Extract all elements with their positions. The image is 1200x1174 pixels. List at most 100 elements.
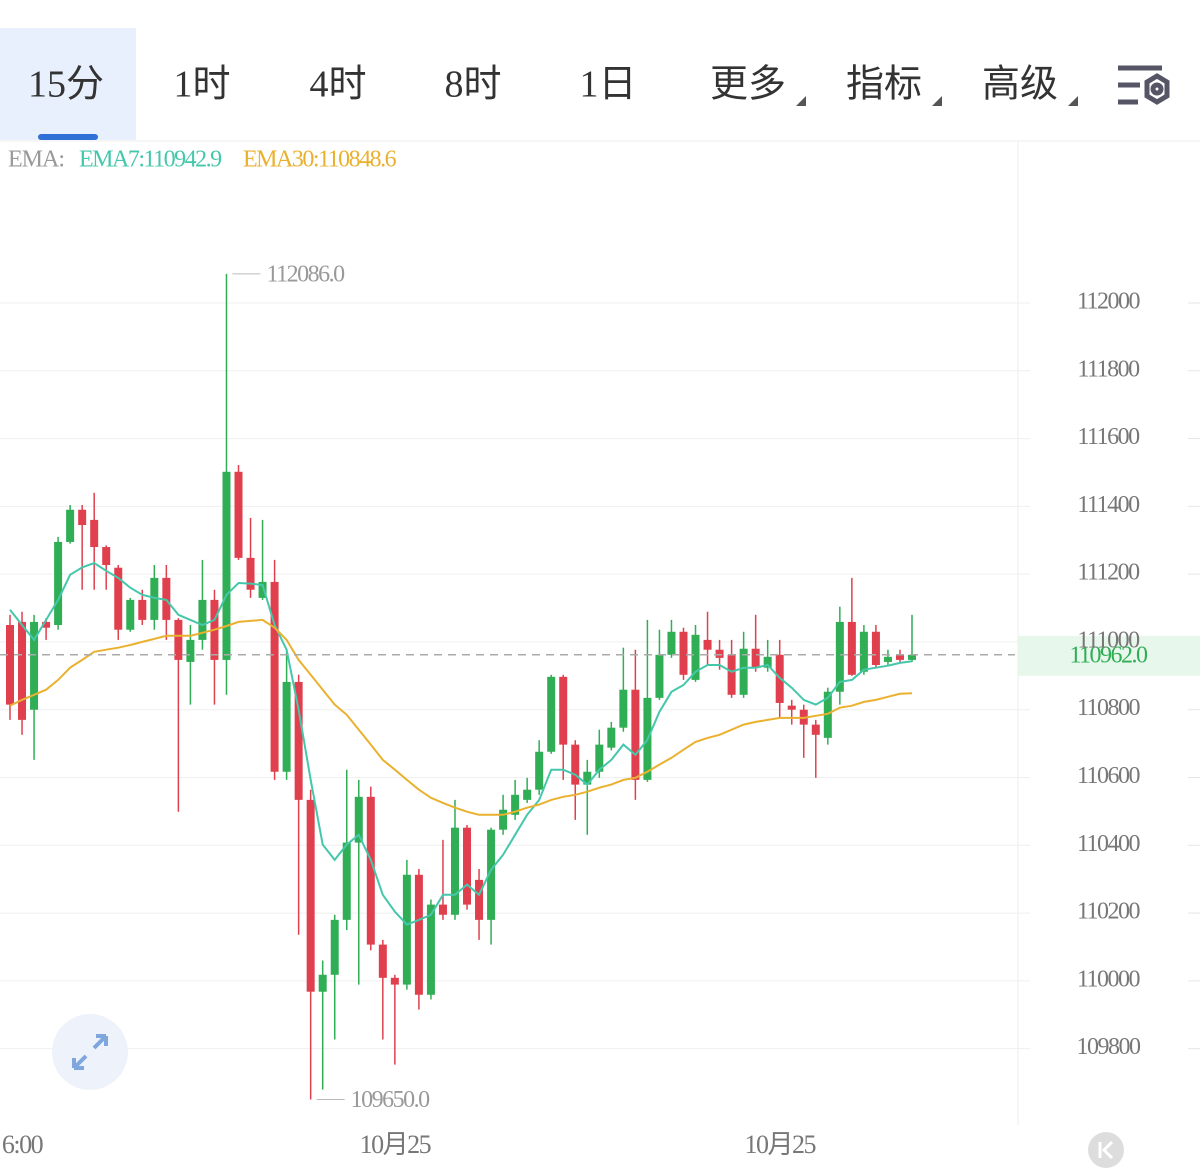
- candle-body: [595, 744, 604, 772]
- candle-body: [306, 799, 315, 992]
- y-tick-label: 112000: [1077, 288, 1141, 314]
- candle-body: [402, 874, 411, 985]
- candle-body: [883, 656, 892, 662]
- y-tick-label: 111800: [1077, 356, 1140, 382]
- candle-body: [847, 621, 856, 675]
- tab[interactable]: 15分: [28, 64, 104, 106]
- x-tick-label: 10月25: [360, 1130, 431, 1159]
- tab-indicator: [38, 134, 98, 140]
- candle-body: [30, 621, 39, 710]
- candle-body: [871, 631, 880, 665]
- candle-body: [270, 581, 279, 772]
- candle-body: [691, 634, 700, 680]
- candle-body: [787, 705, 796, 710]
- y-tick-label: 109800: [1077, 1034, 1142, 1060]
- candle-body: [294, 681, 303, 800]
- y-tick-label: 111000: [1077, 627, 1140, 653]
- tab[interactable]: 高级: [982, 64, 1058, 106]
- candle-body: [198, 599, 207, 640]
- candle-body: [78, 509, 87, 525]
- candle-body: [583, 771, 592, 785]
- candle-body: [186, 639, 195, 662]
- candle-body: [751, 648, 760, 668]
- candle-body: [66, 509, 75, 542]
- candle-body: [703, 639, 712, 650]
- candle-body: [426, 904, 435, 995]
- ema-line: [9, 618, 913, 816]
- candle-body: [487, 829, 496, 920]
- settings-icon[interactable]: [1118, 65, 1170, 105]
- dropdown-arrows: [796, 96, 1078, 106]
- candle-body: [739, 648, 748, 695]
- candle-body: [475, 879, 484, 920]
- last-price-box: [1018, 635, 1200, 676]
- candle-body: [450, 827, 459, 915]
- expand-button[interactable]: [52, 1014, 128, 1090]
- candle-body: [222, 471, 231, 660]
- candle-body: [282, 681, 291, 772]
- legend-entry: EMA30:110848.6: [243, 147, 397, 173]
- tab[interactable]: 8时: [444, 64, 501, 106]
- candle-body: [318, 974, 327, 992]
- candle-body: [571, 744, 580, 785]
- tab[interactable]: 1时: [173, 64, 230, 106]
- y-tick-label: 111400: [1077, 492, 1140, 518]
- tab[interactable]: 更多: [710, 64, 786, 106]
- tab[interactable]: 4时: [309, 64, 366, 106]
- candle-body: [390, 977, 399, 985]
- candle-body: [330, 919, 339, 975]
- candle-body: [811, 724, 820, 735]
- candle-body: [6, 624, 14, 705]
- high-label: 112086.0: [266, 261, 345, 287]
- candle-body: [54, 541, 63, 625]
- candle-body: [535, 751, 544, 790]
- y-tick-label: 111600: [1077, 424, 1140, 450]
- candle-body: [727, 654, 736, 695]
- candle-body: [246, 557, 255, 590]
- last-price-label: 110962.0: [1069, 642, 1148, 668]
- candle-body: [631, 689, 640, 780]
- candle-body: [258, 581, 267, 598]
- tab-selected-bg: [0, 28, 136, 140]
- candle-body: [547, 676, 556, 752]
- candle-body: [511, 794, 520, 815]
- candle-body: [619, 689, 628, 728]
- low-label: 109650.0: [351, 1087, 431, 1113]
- candle-body: [607, 727, 616, 748]
- y-tick-label: 110600: [1077, 763, 1141, 789]
- candle-body: [859, 631, 868, 672]
- candle-body: [414, 874, 423, 995]
- y-tick-label: 110000: [1077, 966, 1141, 992]
- candle-body: [715, 649, 724, 658]
- candle-body: [138, 599, 147, 620]
- candle-body: [559, 676, 568, 745]
- candle-body: [499, 809, 508, 830]
- plot: [0, 273, 1015, 1100]
- legend-title: EMA:: [8, 147, 64, 173]
- tab[interactable]: 指标: [846, 64, 922, 106]
- y-tick-label: 111200: [1077, 560, 1140, 586]
- candle-body: [162, 577, 171, 620]
- candle-body: [763, 656, 772, 668]
- candle-body: [114, 567, 123, 630]
- candle-body: [679, 631, 688, 675]
- tab[interactable]: 1日: [579, 64, 636, 106]
- y-tick-label: 110200: [1077, 899, 1141, 925]
- legend-entry: EMA7:110942.9: [79, 147, 222, 173]
- expand-icon: [72, 1034, 108, 1070]
- candle-body: [366, 796, 375, 945]
- candle-body: [655, 654, 664, 698]
- candle-body: [342, 842, 351, 920]
- candle-body: [354, 796, 363, 843]
- candle-body: [835, 621, 844, 692]
- x-tick-label: 6:00: [2, 1130, 44, 1159]
- ema-line: [9, 561, 913, 926]
- candle-body: [174, 619, 183, 660]
- y-tick-label: 110400: [1077, 831, 1141, 857]
- candle-body: [378, 944, 387, 978]
- candle-body: [667, 631, 676, 655]
- candle-body: [895, 654, 904, 660]
- candle-body: [523, 789, 532, 800]
